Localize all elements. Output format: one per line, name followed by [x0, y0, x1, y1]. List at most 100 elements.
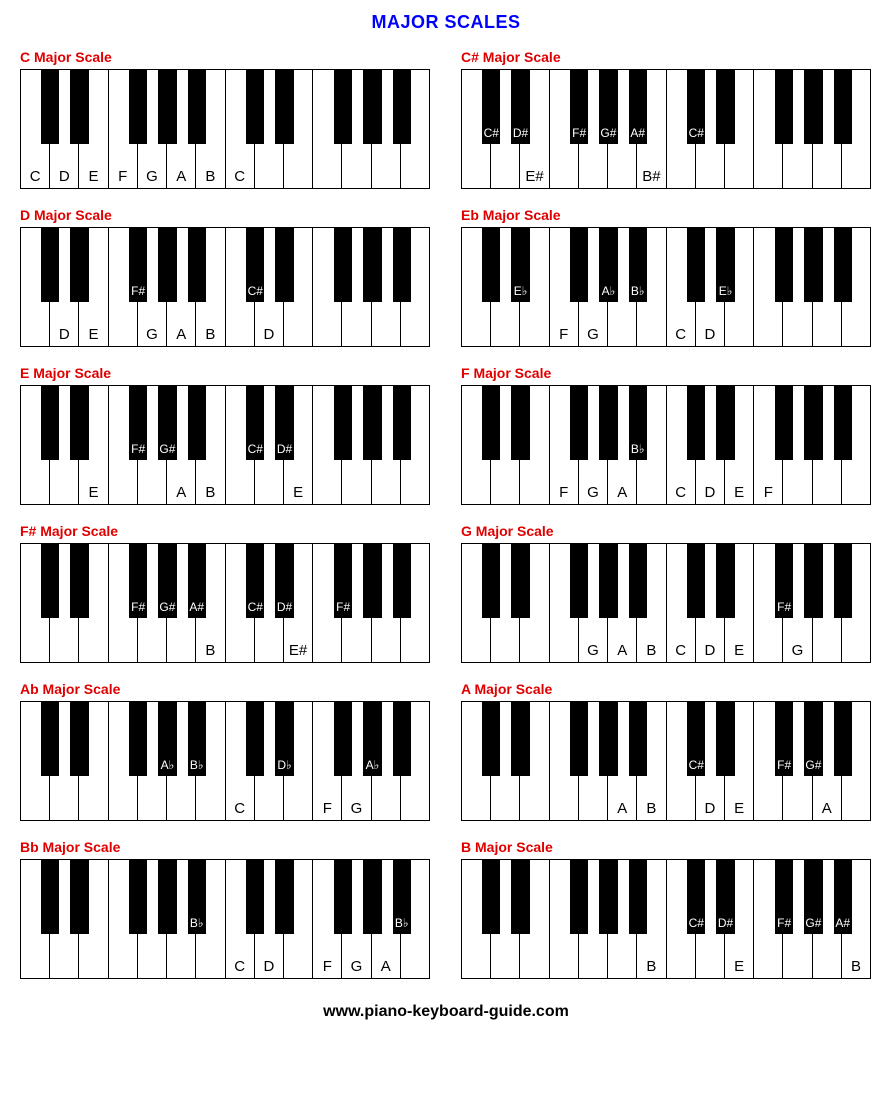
black-key-label: D#: [277, 442, 292, 456]
white-key-label: E#: [525, 168, 543, 185]
white-key-label: F: [118, 168, 127, 185]
scale-block: C Major ScaleCDEFGABC: [20, 49, 431, 189]
black-key: [275, 228, 293, 302]
black-key: F#: [775, 860, 793, 934]
black-key-label: C#: [248, 442, 263, 456]
black-key-label: G#: [805, 916, 821, 930]
white-key-label: D: [704, 484, 715, 501]
keyboard: EABEF#G#C#D#: [20, 385, 430, 505]
white-key-label: F: [323, 958, 332, 975]
white-key-label: E#: [289, 642, 307, 659]
black-key: [511, 702, 529, 776]
white-key-label: F: [764, 484, 773, 501]
black-key: [41, 228, 59, 302]
keyboard: CDFGAB♭B♭: [20, 859, 430, 979]
white-key-label: D: [704, 642, 715, 659]
black-key: [363, 386, 381, 460]
black-key-label: F#: [131, 600, 145, 614]
black-key: E♭: [716, 228, 734, 302]
keyboard: FGACDEFB♭: [461, 385, 871, 505]
white-key-label: A: [176, 326, 186, 343]
black-key: [393, 702, 411, 776]
black-key: [275, 860, 293, 934]
black-key: [687, 228, 705, 302]
black-key: [393, 544, 411, 618]
white-key-label: B: [646, 642, 656, 659]
white-key-label: F: [323, 800, 332, 817]
black-key: F#: [775, 544, 793, 618]
white-key-label: B: [205, 168, 215, 185]
black-key-label: F#: [131, 442, 145, 456]
black-key: [158, 70, 176, 144]
black-key: [599, 860, 617, 934]
white-key-label: G: [587, 326, 599, 343]
black-key: [188, 70, 206, 144]
scale-block: C# Major ScaleE#B#C#D#F#G#A#C#: [461, 49, 872, 189]
scale-title: D Major Scale: [20, 207, 431, 223]
white-key-label: E: [89, 484, 99, 501]
black-key: A#: [629, 70, 647, 144]
black-key-label: C#: [689, 758, 704, 772]
black-key-label: B♭: [190, 758, 204, 772]
scale-block: F# Major ScaleBE#F#G#A#C#D#F#: [20, 523, 431, 663]
black-key: [246, 70, 264, 144]
white-key-label: D: [263, 958, 274, 975]
black-key: [363, 228, 381, 302]
black-key: [41, 386, 59, 460]
black-key-label: F#: [777, 758, 791, 772]
black-key: [334, 386, 352, 460]
black-key: F#: [334, 544, 352, 618]
black-key: [334, 228, 352, 302]
black-key: [687, 386, 705, 460]
scale-title: Bb Major Scale: [20, 839, 431, 855]
black-key: [70, 70, 88, 144]
black-key: [804, 386, 822, 460]
black-key-label: A♭: [602, 284, 616, 298]
black-key: F#: [129, 386, 147, 460]
white-key-label: E: [734, 484, 744, 501]
black-key: [629, 702, 647, 776]
black-key: C#: [246, 544, 264, 618]
black-key: [629, 544, 647, 618]
black-key: A♭: [363, 702, 381, 776]
black-key: [393, 228, 411, 302]
black-key: [599, 702, 617, 776]
black-key: [158, 228, 176, 302]
black-key: [363, 860, 381, 934]
black-key: C#: [687, 70, 705, 144]
white-key-label: A: [176, 168, 186, 185]
black-key: [834, 70, 852, 144]
white-key-label: B: [205, 642, 215, 659]
black-key: [70, 860, 88, 934]
white-key-label: G: [351, 800, 363, 817]
black-key-label: C#: [689, 916, 704, 930]
white-key-label: A: [176, 484, 186, 501]
white-key-label: G: [792, 642, 804, 659]
black-key: C#: [687, 702, 705, 776]
keyboard: FGCDE♭A♭B♭E♭: [461, 227, 871, 347]
scale-block: Eb Major ScaleFGCDE♭A♭B♭E♭: [461, 207, 872, 347]
scale-title: A Major Scale: [461, 681, 872, 697]
scale-block: F Major ScaleFGACDEFB♭: [461, 365, 872, 505]
white-key-label: G: [146, 168, 158, 185]
scales-grid: C Major ScaleCDEFGABCC# Major ScaleE#B#C…: [20, 49, 872, 979]
black-key: [188, 386, 206, 460]
black-key: A♭: [599, 228, 617, 302]
black-key: [393, 386, 411, 460]
black-key: E♭: [511, 228, 529, 302]
black-key: [775, 70, 793, 144]
white-key-label: A: [617, 800, 627, 817]
black-key: [275, 70, 293, 144]
black-key: [511, 544, 529, 618]
black-key: [70, 228, 88, 302]
black-key: [716, 386, 734, 460]
black-key: C#: [687, 860, 705, 934]
black-key-label: B♭: [190, 916, 204, 930]
black-key: [334, 860, 352, 934]
black-key-label: A#: [630, 126, 645, 140]
scale-title: B Major Scale: [461, 839, 872, 855]
black-key: [246, 860, 264, 934]
black-key: [687, 544, 705, 618]
white-key-label: E: [734, 958, 744, 975]
white-key-label: C: [675, 484, 686, 501]
